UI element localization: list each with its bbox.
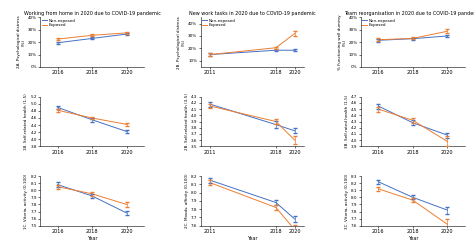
- Y-axis label: 2B. Self-related health (3-5): 2B. Self-related health (3-5): [184, 93, 189, 150]
- Legend: Non-exposed, Exposed: Non-exposed, Exposed: [41, 18, 75, 28]
- X-axis label: Year: Year: [87, 236, 97, 241]
- Y-axis label: % Functioning well dummy
(%): % Functioning well dummy (%): [338, 14, 346, 70]
- Legend: Non-exposed, Exposed: Non-exposed, Exposed: [201, 18, 236, 28]
- Title: Working from home in 2020 due to COVID-19 pandemic: Working from home in 2020 due to COVID-1…: [24, 11, 161, 16]
- Title: New work tasks in 2020 due to COVID-19 pandemic: New work tasks in 2020 due to COVID-19 p…: [189, 11, 316, 16]
- X-axis label: Year: Year: [247, 236, 258, 241]
- Title: Team reorganisation in 2020 due to COVID-19 pandemic: Team reorganisation in 2020 due to COVID…: [344, 11, 474, 16]
- Y-axis label: 3B. Self-rated health (1-5): 3B. Self-rated health (1-5): [345, 95, 349, 148]
- Legend: Non-exposed, Exposed: Non-exposed, Exposed: [362, 18, 396, 28]
- Y-axis label: 3C. Vitoria, activity (0-100): 3C. Vitoria, activity (0-100): [345, 173, 349, 229]
- X-axis label: Year: Year: [408, 236, 418, 241]
- Y-axis label: 2B. Psychological distress
(%): 2B. Psychological distress (%): [177, 16, 186, 68]
- Y-axis label: 2C. Moods, affinity (0-100): 2C. Moods, affinity (0-100): [184, 174, 189, 228]
- Y-axis label: 1B. Self-related health (1-5): 1B. Self-related health (1-5): [24, 93, 28, 150]
- Y-axis label: 2A. Psychological distress
(%): 2A. Psychological distress (%): [17, 16, 26, 68]
- Y-axis label: 1C. Vitoria, activity (0-100): 1C. Vitoria, activity (0-100): [24, 173, 28, 229]
